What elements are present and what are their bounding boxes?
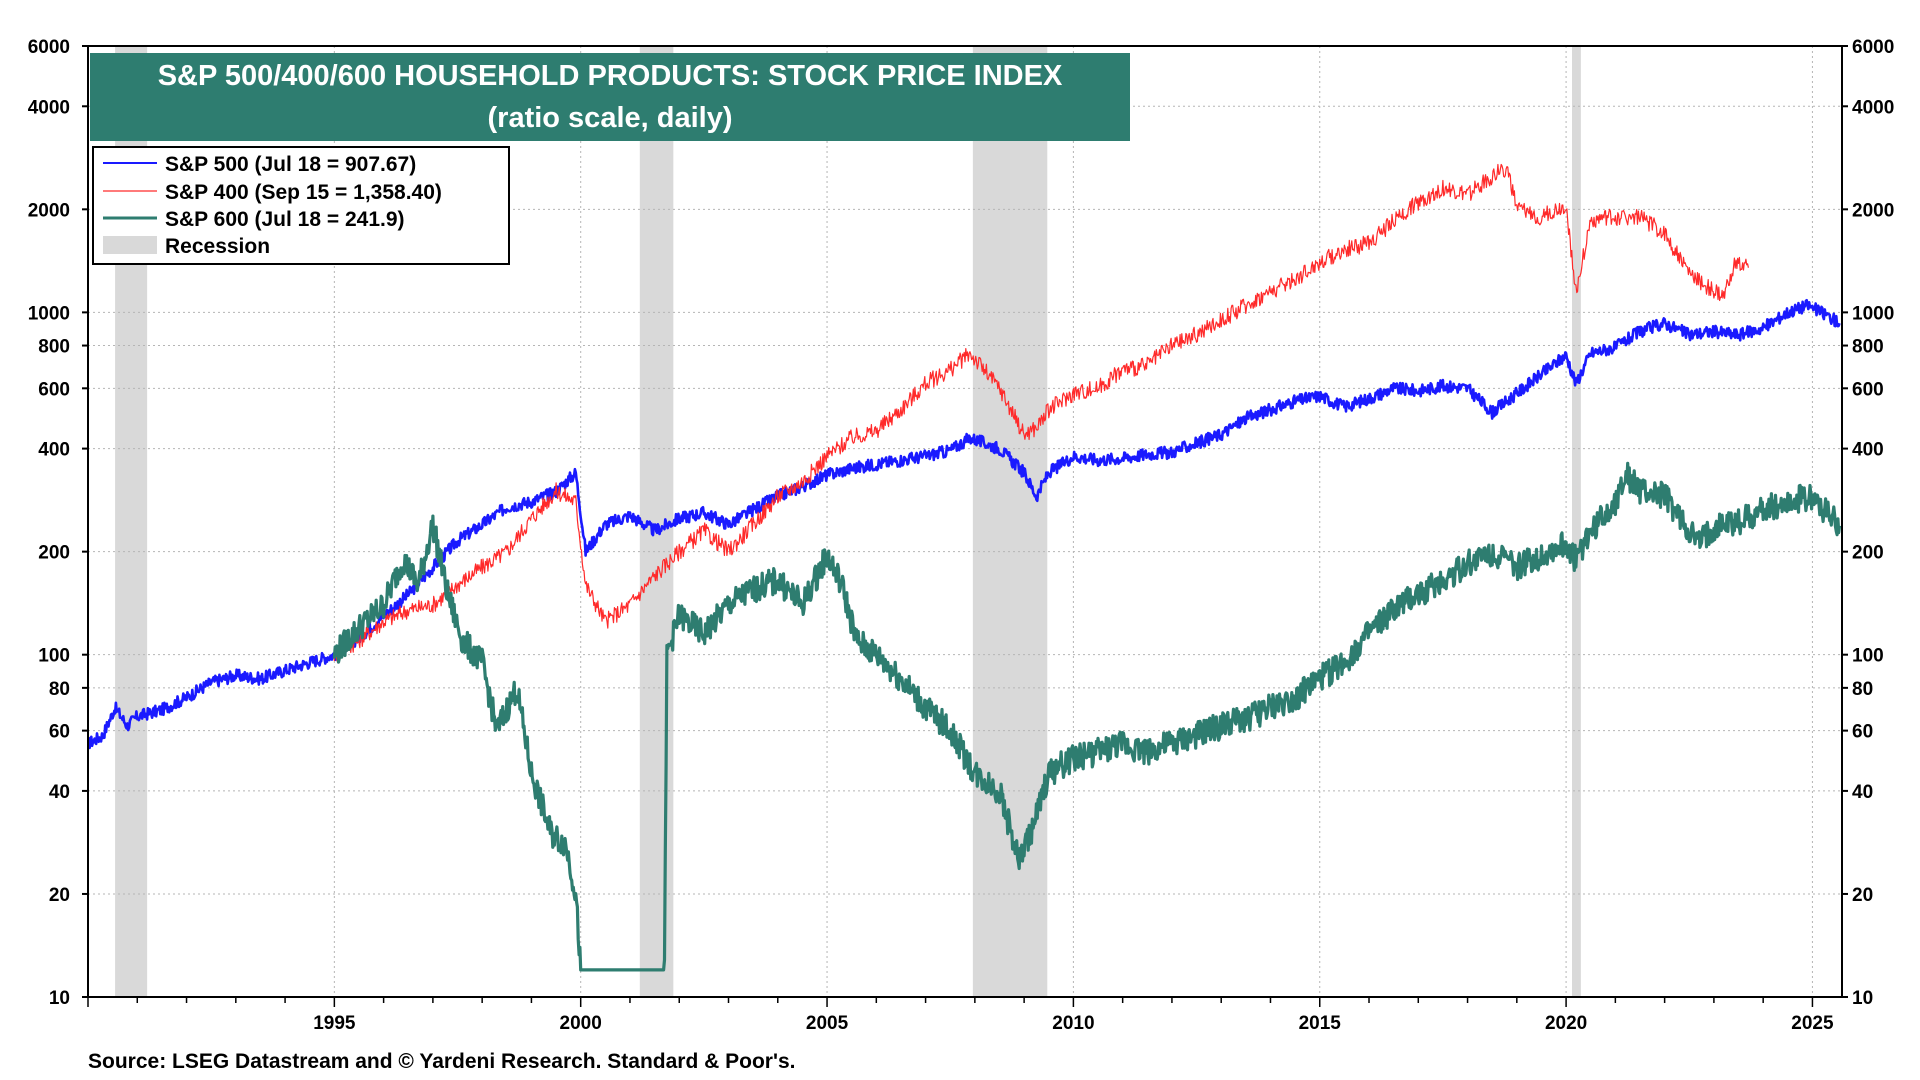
legend-label-recession: Recession: [165, 235, 270, 258]
y-tick-left-200: 200: [38, 543, 70, 564]
y-tick-right-1000: 1000: [1852, 303, 1894, 324]
legend-swatch-recession: [103, 236, 157, 254]
series-line-sp500: [87, 298, 1841, 750]
y-tick-right-6000: 6000: [1852, 37, 1894, 58]
x-axis: 1995 2000 2005 2010 2015 2020 2025: [87, 997, 1834, 1034]
y-tick-left-400: 400: [38, 440, 70, 461]
y-tick-left-80: 80: [49, 679, 70, 700]
y-tick-left-2000: 2000: [28, 200, 70, 221]
series-line-sp400: [333, 163, 1749, 662]
x-tick-2000: 2000: [560, 1013, 602, 1034]
x-tick-2010: 2010: [1052, 1013, 1094, 1034]
series-lines: [87, 163, 1842, 972]
y-tick-left-100: 100: [38, 646, 70, 667]
y-tick-left-6000: 6000: [28, 37, 70, 58]
source-note: Source: LSEG Datastream and © Yardeni Re…: [88, 1050, 795, 1073]
legend-label-sp600: S&P 600 (Jul 18 = 241.9): [165, 208, 405, 231]
legend-label-sp400: S&P 400 (Sep 15 = 1,358.40): [165, 181, 442, 204]
y-tick-right-200: 200: [1852, 543, 1884, 564]
plot-frame: [87, 45, 1843, 998]
recession-band-2: [972, 46, 1048, 997]
y-tick-left-800: 800: [38, 337, 70, 358]
y-tick-right-4000: 4000: [1852, 97, 1894, 118]
y-tick-right-2000: 2000: [1852, 200, 1894, 221]
x-tick-2005: 2005: [806, 1013, 849, 1034]
y-tick-right-80: 80: [1852, 679, 1873, 700]
y-axis-left: 10 20 40 60 80 100 200 400 600 800 1000 2000 4000 600…: [28, 37, 88, 1009]
y-tick-right-60: 60: [1852, 722, 1873, 743]
y-axis-right: 10 20 40 60 80 100 200 400 600 800 1000 2000 4000 600…: [1842, 37, 1894, 1009]
y-tick-right-10: 10: [1852, 988, 1873, 1009]
y-tick-right-100: 100: [1852, 646, 1884, 667]
recession-band-1: [639, 46, 674, 997]
legend-box: [92, 146, 510, 265]
y-tick-right-40: 40: [1852, 782, 1873, 803]
y-tick-left-1000: 1000: [28, 303, 70, 324]
chart-subtitle: (ratio scale, daily): [488, 102, 733, 134]
legend: S&P 500 (Jul 18 = 907.67) S&P 400 (Sep 1…: [92, 146, 510, 265]
recession-band-3: [1572, 46, 1581, 997]
y-tick-right-600: 600: [1852, 379, 1884, 400]
x-tick-2020: 2020: [1545, 1013, 1587, 1034]
x-tick-2015: 2015: [1299, 1013, 1342, 1034]
y-tick-right-400: 400: [1852, 440, 1884, 461]
y-tick-left-4000: 4000: [28, 97, 70, 118]
title-background: [90, 53, 1130, 141]
legend-label-sp500: S&P 500 (Jul 18 = 907.67): [165, 153, 416, 176]
series-line-sp600: [332, 461, 1842, 972]
y-tick-left-40: 40: [49, 782, 70, 803]
y-tick-right-800: 800: [1852, 337, 1884, 358]
x-tick-1995: 1995: [313, 1013, 356, 1034]
y-tick-left-60: 60: [49, 722, 70, 743]
y-tick-left-20: 20: [49, 885, 70, 906]
x-tick-2025: 2025: [1791, 1013, 1834, 1034]
title-box: S&P 500/400/600 HOUSEHOLD PRODUCTS: STOC…: [90, 53, 1130, 141]
chart-title: S&P 500/400/600 HOUSEHOLD PRODUCTS: STOC…: [158, 60, 1063, 92]
y-tick-left-10: 10: [49, 988, 70, 1009]
y-tick-right-20: 20: [1852, 885, 1873, 906]
y-tick-left-600: 600: [38, 379, 70, 400]
